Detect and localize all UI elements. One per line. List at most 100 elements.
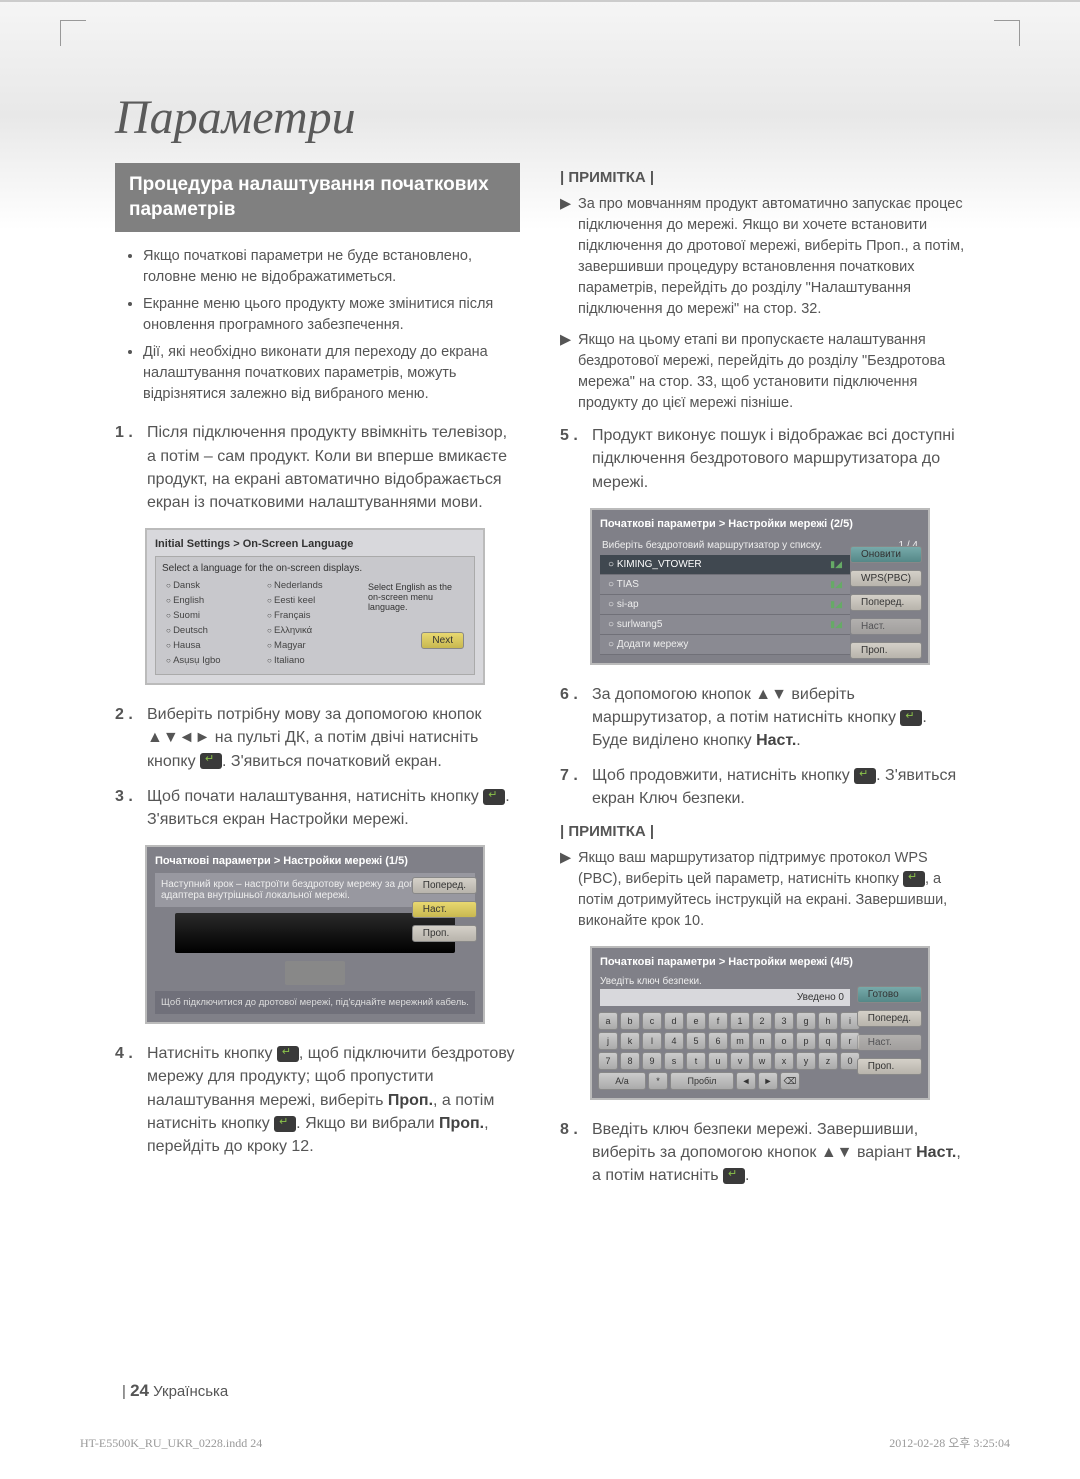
keyboard-key: h — [818, 1012, 838, 1030]
note-item: ▶ За про мовчанням продукт автоматично з… — [560, 194, 965, 320]
section-header: Процедура налаштування початкових параме… — [115, 163, 520, 232]
step-number: 3 . — [115, 785, 147, 831]
lang-option: Eesti keel — [263, 593, 364, 608]
page-content: Параметри Процедура налаштування початко… — [115, 90, 965, 1199]
keyboard-key: c — [642, 1012, 662, 1030]
step-number: 5 . — [560, 424, 592, 494]
router-image — [285, 961, 345, 985]
skip-button: Проп. — [412, 925, 477, 942]
enter-icon — [483, 789, 505, 805]
step-number: 2 . — [115, 703, 147, 773]
keyboard-key: j — [598, 1032, 618, 1050]
shot-title: Початкові параметри > Настройки мережі (… — [600, 956, 920, 968]
step-number: 4 . — [115, 1042, 147, 1158]
keyboard-key: 1 — [730, 1012, 750, 1030]
step-number: 1 . — [115, 421, 147, 514]
keyboard-key: 6 — [708, 1032, 728, 1050]
bullet-item: Якщо початкові параметри не буде встанов… — [143, 246, 510, 288]
keyboard-key: ⌫ — [780, 1072, 800, 1090]
keyboard-key: 4 — [664, 1032, 684, 1050]
skip-button: Проп. — [850, 642, 922, 659]
network-item: ○ surlwang5▮◢ — [600, 615, 850, 635]
keyboard-key: e — [686, 1012, 706, 1030]
lang-option: English — [162, 593, 263, 608]
print-date: 2012-02-28 오후 3:25:04 — [889, 1434, 1010, 1451]
keyboard-key: p — [796, 1032, 816, 1050]
right-column: | ПРИМІТКА | ▶ За про мовчанням продукт … — [560, 163, 965, 1199]
step-number: 7 . — [560, 764, 592, 810]
language-grid: Dansk English Suomi Deutsch Hausa Asụsụ … — [162, 578, 468, 668]
step-7: 7 . Щоб продовжити, натисніть кнопку . З… — [560, 764, 965, 810]
keyboard-key: 8 — [620, 1052, 640, 1070]
done-button: Готово — [857, 986, 922, 1003]
next-button: Наст. — [850, 618, 922, 635]
keyboard-key: k — [620, 1032, 640, 1050]
step-6: 6 . За допомогою кнопок ▲▼ виберіть марш… — [560, 683, 965, 753]
keyboard-key: ◄ — [736, 1072, 756, 1090]
bullet-item: Екранне меню цього продукту може змінити… — [143, 294, 510, 336]
keyboard-key: 9 — [642, 1052, 662, 1070]
step-text: Натисніть кнопку , щоб підключити бездро… — [147, 1042, 520, 1158]
keyboard-key: l — [642, 1032, 662, 1050]
note-item: ▶ Якщо на цьому етапі ви пропускаєте нал… — [560, 330, 965, 414]
shot-title: Початкові параметри > Настройки мережі (… — [600, 518, 920, 530]
page-title: Параметри — [115, 90, 965, 145]
prev-button: Поперед. — [850, 594, 922, 611]
step-number: 6 . — [560, 683, 592, 753]
shot-line2: Щоб підключитися до дротової мережі, під… — [155, 991, 475, 1014]
note-text: Якщо на цьому етапі ви пропускаєте налаш… — [578, 330, 965, 414]
lang-option: Français — [263, 608, 364, 623]
enter-icon — [200, 753, 222, 769]
enter-icon — [854, 768, 876, 784]
keyboard-key: f — [708, 1012, 728, 1030]
step-1: 1 . Після підключення продукту ввімкніть… — [115, 421, 520, 514]
keyboard-key: 3 — [774, 1012, 794, 1030]
step-text: За допомогою кнопок ▲▼ виберіть маршрути… — [592, 683, 965, 753]
lang-option: Hausa — [162, 638, 263, 653]
skip-button: Проп. — [857, 1058, 922, 1075]
step-text: Виберіть потрібну мову за допомогою кноп… — [147, 703, 520, 773]
step-3: 3 . Щоб почати налаштування, натисніть к… — [115, 785, 520, 831]
info-bullets: Якщо початкові параметри не буде встанов… — [115, 246, 520, 421]
enter-icon — [274, 1116, 296, 1132]
enter-icon — [277, 1046, 299, 1062]
step-text: Введіть ключ безпеки мережі. Завершивши,… — [592, 1118, 965, 1188]
keyboard-key: Пробіл — [670, 1072, 734, 1090]
arrow-icon: ▶ — [560, 330, 578, 414]
screenshot-network-4: Початкові параметри > Настройки мережі (… — [590, 946, 930, 1100]
enter-icon — [900, 710, 922, 726]
lang-option: Suomi — [162, 608, 263, 623]
keyboard-key: w — [752, 1052, 772, 1070]
keyboard-key: a — [598, 1012, 618, 1030]
next-button: Наст. — [857, 1034, 922, 1051]
shot-subtitle: Select a language for the on-screen disp… — [162, 563, 468, 574]
input-counter: Уведено 0 — [797, 992, 844, 1003]
wps-button: WPS(PBC) — [850, 570, 922, 587]
step-8: 8 . Введіть ключ безпеки мережі. Заверши… — [560, 1118, 965, 1188]
page-footer: | 24 Українська — [122, 1381, 228, 1401]
step-text: Щоб продовжити, натисніть кнопку . З'яви… — [592, 764, 965, 810]
lang-option: Deutsch — [162, 623, 263, 638]
note-text: Якщо ваш маршрутизатор підтримує протоко… — [578, 848, 965, 932]
keyboard-key: A/a — [598, 1072, 646, 1090]
keyboard-key: ► — [758, 1072, 778, 1090]
screenshot-network-1: Початкові параметри > Настройки мережі (… — [145, 845, 485, 1024]
keyboard-key: v — [730, 1052, 750, 1070]
side-buttons: Готово Поперед. Наст. Проп. — [857, 984, 922, 1077]
step-text: Щоб почати налаштування, натисніть кнопк… — [147, 785, 520, 831]
keyboard-key: m — [730, 1032, 750, 1050]
keyboard-key: * — [648, 1072, 668, 1090]
keyboard-key: b — [620, 1012, 640, 1030]
lang-option: Ελληνικά — [263, 623, 364, 638]
lang-option: Asụsụ Igbo — [162, 653, 263, 668]
network-item: ○ KIMING_VTOWER▮◢ — [600, 555, 850, 575]
step-number: 8 . — [560, 1118, 592, 1188]
screenshot-network-2: Початкові параметри > Настройки мережі (… — [590, 508, 930, 665]
keyboard-key: 2 — [752, 1012, 772, 1030]
keyboard-key: x — [774, 1052, 794, 1070]
keyboard-key: d — [664, 1012, 684, 1030]
note-item: ▶ Якщо ваш маршрутизатор підтримує прото… — [560, 848, 965, 932]
lang-option: Dansk — [162, 578, 263, 593]
lang-option: Magyar — [263, 638, 364, 653]
refresh-button: Оновити — [850, 546, 922, 563]
